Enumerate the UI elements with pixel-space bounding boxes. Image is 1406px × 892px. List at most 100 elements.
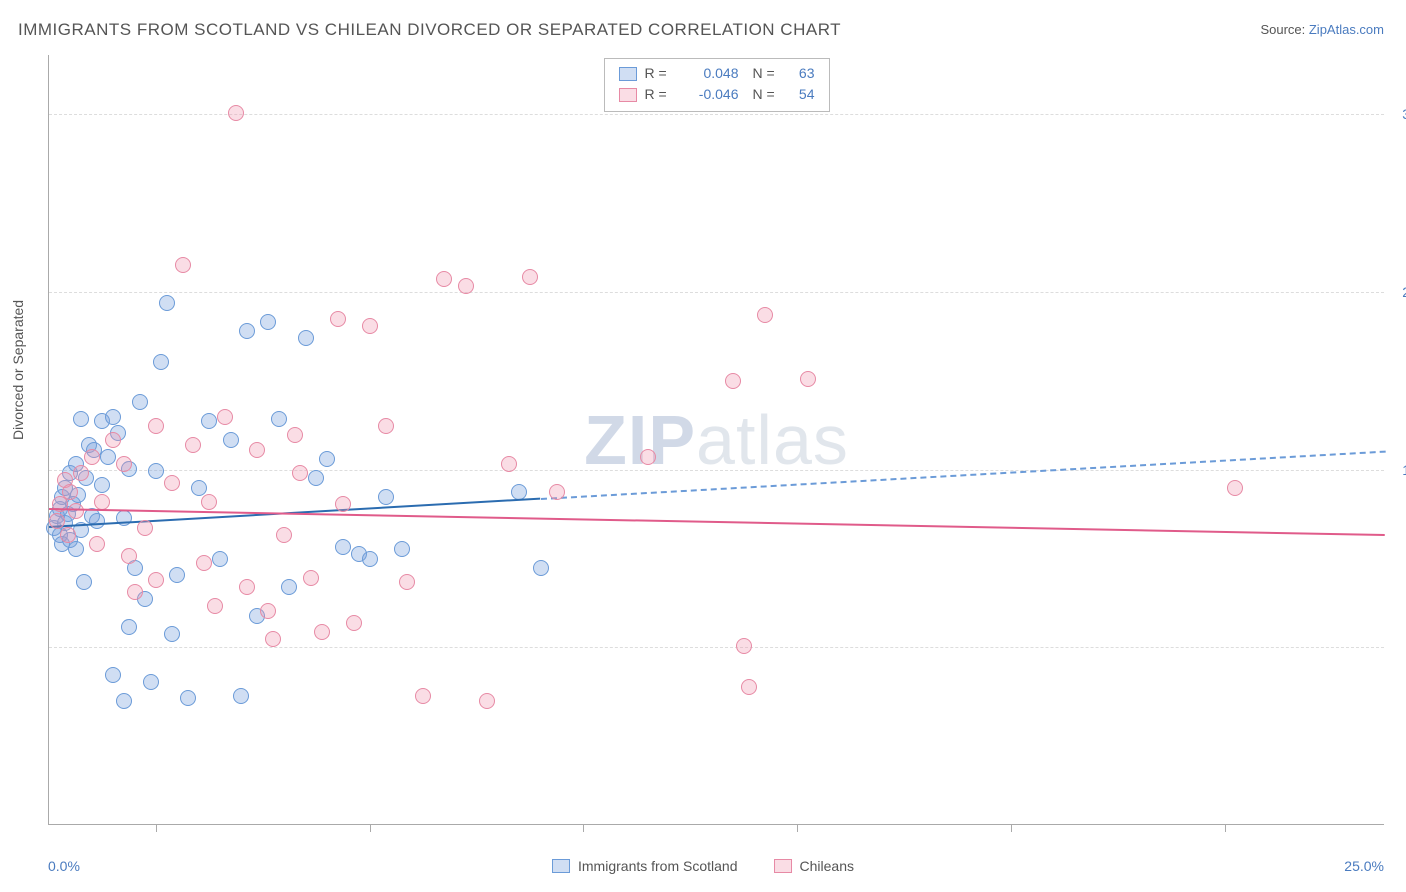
legend-label: Immigrants from Scotland — [578, 858, 738, 874]
scatter-point-scotland — [378, 489, 394, 505]
scatter-point-chileans — [346, 615, 362, 631]
x-tick — [370, 824, 371, 832]
scatter-point-chileans — [362, 318, 378, 334]
r-label: R = — [645, 63, 675, 84]
scatter-point-chileans — [741, 679, 757, 695]
scatter-point-chileans — [239, 579, 255, 595]
x-tick — [1011, 824, 1012, 832]
scatter-point-scotland — [159, 295, 175, 311]
y-tick-label: 15.0% — [1402, 462, 1406, 478]
scatter-point-chileans — [121, 548, 137, 564]
scatter-point-scotland — [169, 567, 185, 583]
scatter-point-scotland — [335, 539, 351, 555]
scatter-point-chileans — [501, 456, 517, 472]
scatter-point-chileans — [137, 520, 153, 536]
scatter-point-chileans — [196, 555, 212, 571]
n-value: 63 — [789, 63, 815, 84]
scatter-point-chileans — [228, 105, 244, 121]
scatter-point-scotland — [153, 354, 169, 370]
source-attribution: Source: ZipAtlas.com — [1260, 22, 1384, 37]
scatter-point-chileans — [725, 373, 741, 389]
y-tick-label: 30.0% — [1402, 106, 1406, 122]
scatter-point-scotland — [212, 551, 228, 567]
chart-title: IMMIGRANTS FROM SCOTLAND VS CHILEAN DIVO… — [18, 20, 841, 40]
legend-item-scotland: Immigrants from Scotland — [552, 858, 738, 874]
scatter-point-chileans — [60, 527, 76, 543]
scatter-point-scotland — [394, 541, 410, 557]
scatter-point-chileans — [105, 432, 121, 448]
scatter-point-chileans — [314, 624, 330, 640]
scatter-point-scotland — [298, 330, 314, 346]
scatter-point-chileans — [330, 311, 346, 327]
scatter-point-scotland — [121, 619, 137, 635]
scatter-point-chileans — [62, 484, 78, 500]
scatter-point-chileans — [303, 570, 319, 586]
scatter-point-chileans — [164, 475, 180, 491]
scatter-point-scotland — [76, 574, 92, 590]
legend-swatch — [619, 67, 637, 81]
scatter-point-chileans — [292, 465, 308, 481]
correlation-legend: R = 0.048 N = 63R =-0.046N =54 — [604, 58, 830, 112]
gridline — [49, 647, 1384, 648]
scatter-point-chileans — [1227, 480, 1243, 496]
scatter-point-scotland — [223, 432, 239, 448]
scatter-point-chileans — [89, 536, 105, 552]
watermark: ZIPatlas — [584, 400, 849, 480]
x-tick — [156, 824, 157, 832]
scatter-point-scotland — [105, 409, 121, 425]
scatter-point-chileans — [436, 271, 452, 287]
scatter-point-chileans — [378, 418, 394, 434]
scatter-point-scotland — [319, 451, 335, 467]
legend-swatch — [619, 88, 637, 102]
scatter-point-scotland — [191, 480, 207, 496]
r-value: 0.048 — [683, 63, 739, 84]
scatter-point-scotland — [148, 463, 164, 479]
y-axis-title: Divorced or Separated — [10, 300, 26, 440]
scatter-point-scotland — [362, 551, 378, 567]
scatter-point-scotland — [116, 693, 132, 709]
scatter-point-chileans — [217, 409, 233, 425]
legend-label: Chileans — [800, 858, 854, 874]
scatter-point-scotland — [201, 413, 217, 429]
scatter-point-scotland — [89, 513, 105, 529]
scatter-point-chileans — [549, 484, 565, 500]
scatter-point-chileans — [260, 603, 276, 619]
legend-row-scotland: R = 0.048 N = 63 — [619, 63, 815, 84]
scatter-point-scotland — [164, 626, 180, 642]
scatter-point-chileans — [127, 584, 143, 600]
scatter-point-chileans — [800, 371, 816, 387]
scatter-point-scotland — [105, 667, 121, 683]
scatter-point-scotland — [100, 449, 116, 465]
scatter-point-chileans — [201, 494, 217, 510]
scatter-point-scotland — [533, 560, 549, 576]
scatter-point-chileans — [458, 278, 474, 294]
scatter-point-chileans — [287, 427, 303, 443]
trend-line — [541, 451, 1385, 500]
scatter-point-scotland — [233, 688, 249, 704]
n-label: N = — [753, 63, 781, 84]
x-axis-max-label: 25.0% — [1344, 858, 1384, 874]
scatter-point-chileans — [49, 513, 65, 529]
scatter-point-chileans — [335, 496, 351, 512]
x-tick — [1225, 824, 1226, 832]
plot-area: ZIPatlas R =0.048N =63R =-0.046N =54 7.5… — [48, 55, 1384, 825]
scatter-point-chileans — [265, 631, 281, 647]
scatter-point-chileans — [84, 449, 100, 465]
scatter-point-chileans — [68, 503, 84, 519]
scatter-point-scotland — [281, 579, 297, 595]
scatter-point-chileans — [148, 572, 164, 588]
legend-row-chileans: R =-0.046N =54 — [619, 84, 815, 105]
gridline — [49, 114, 1384, 115]
legend-swatch — [774, 859, 792, 873]
scatter-point-scotland — [68, 541, 84, 557]
scatter-point-scotland — [143, 674, 159, 690]
n-label: N = — [753, 84, 781, 105]
r-label: R = — [645, 84, 675, 105]
watermark-bold: ZIP — [584, 401, 696, 479]
scatter-point-chileans — [249, 442, 265, 458]
trend-line — [49, 508, 1385, 536]
scatter-point-scotland — [260, 314, 276, 330]
scatter-point-chileans — [94, 494, 110, 510]
source-link[interactable]: ZipAtlas.com — [1309, 22, 1384, 37]
scatter-point-chileans — [148, 418, 164, 434]
